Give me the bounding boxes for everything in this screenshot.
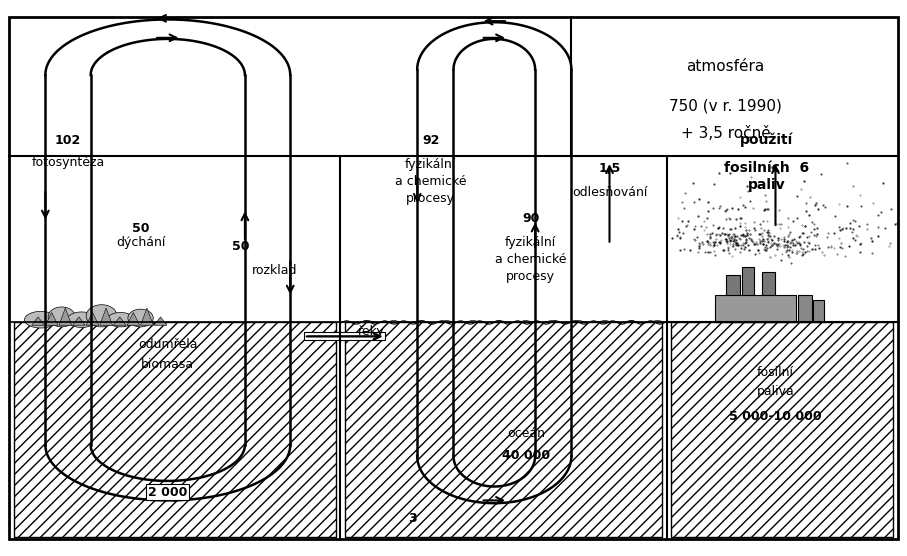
Polygon shape bbox=[24, 311, 57, 328]
Polygon shape bbox=[59, 308, 72, 325]
Text: atmosféra: atmosféra bbox=[687, 59, 765, 74]
Polygon shape bbox=[32, 317, 44, 325]
Text: dýchání: dýchání bbox=[116, 236, 165, 249]
Polygon shape bbox=[128, 309, 153, 327]
Polygon shape bbox=[107, 312, 134, 327]
Text: 3: 3 bbox=[408, 512, 417, 525]
Text: odlesňování: odlesňování bbox=[571, 186, 648, 199]
Bar bbox=[813, 300, 824, 322]
Text: procesy: procesy bbox=[406, 192, 455, 205]
Text: 2 000: 2 000 bbox=[148, 485, 188, 499]
Text: procesy: procesy bbox=[506, 270, 555, 282]
Polygon shape bbox=[113, 317, 126, 325]
Text: 90: 90 bbox=[522, 212, 540, 225]
Text: paliva: paliva bbox=[756, 385, 795, 399]
Bar bbox=[345, 322, 662, 537]
Text: 1,5: 1,5 bbox=[599, 162, 620, 175]
Text: 50: 50 bbox=[132, 222, 150, 235]
Bar bbox=[726, 275, 740, 322]
Bar bbox=[742, 267, 754, 322]
Bar bbox=[671, 322, 893, 537]
Text: 92: 92 bbox=[422, 135, 440, 147]
Text: 50: 50 bbox=[231, 240, 249, 253]
Polygon shape bbox=[86, 305, 117, 327]
Text: řeky: řeky bbox=[358, 325, 385, 338]
Text: 40 000: 40 000 bbox=[502, 449, 551, 463]
Polygon shape bbox=[48, 307, 75, 327]
Text: fosilních  6: fosilních 6 bbox=[724, 161, 809, 175]
Bar bbox=[798, 295, 812, 322]
Text: biomasa: biomasa bbox=[141, 358, 194, 371]
Bar bbox=[715, 295, 796, 322]
Text: 5 000-10 000: 5 000-10 000 bbox=[729, 410, 822, 424]
Polygon shape bbox=[127, 312, 140, 325]
Text: oceán: oceán bbox=[507, 427, 545, 440]
Text: rozklad: rozklad bbox=[252, 264, 297, 277]
Text: fyzikální: fyzikální bbox=[505, 236, 556, 249]
Text: a chemické: a chemické bbox=[395, 175, 466, 188]
Polygon shape bbox=[154, 317, 167, 325]
Text: použití: použití bbox=[740, 133, 793, 147]
Text: paliv: paliv bbox=[747, 178, 785, 192]
Text: fotosyntéza: fotosyntéza bbox=[32, 156, 104, 168]
Polygon shape bbox=[141, 308, 153, 325]
Bar bbox=[304, 332, 385, 340]
Polygon shape bbox=[73, 317, 85, 325]
Text: odumřelá: odumřelá bbox=[138, 338, 198, 351]
Text: 102: 102 bbox=[55, 135, 81, 147]
Polygon shape bbox=[86, 312, 99, 325]
Text: a chemické: a chemické bbox=[495, 253, 566, 266]
Text: 750 (v r. 1990): 750 (v r. 1990) bbox=[669, 98, 782, 113]
Polygon shape bbox=[67, 312, 96, 327]
Text: + 3,5 ročně: + 3,5 ročně bbox=[681, 126, 770, 141]
Text: fyzikální: fyzikální bbox=[405, 158, 456, 171]
Bar bbox=[14, 322, 336, 537]
Text: fosilní: fosilní bbox=[757, 366, 794, 379]
Polygon shape bbox=[45, 312, 58, 325]
Bar bbox=[762, 272, 775, 322]
Polygon shape bbox=[100, 308, 112, 325]
